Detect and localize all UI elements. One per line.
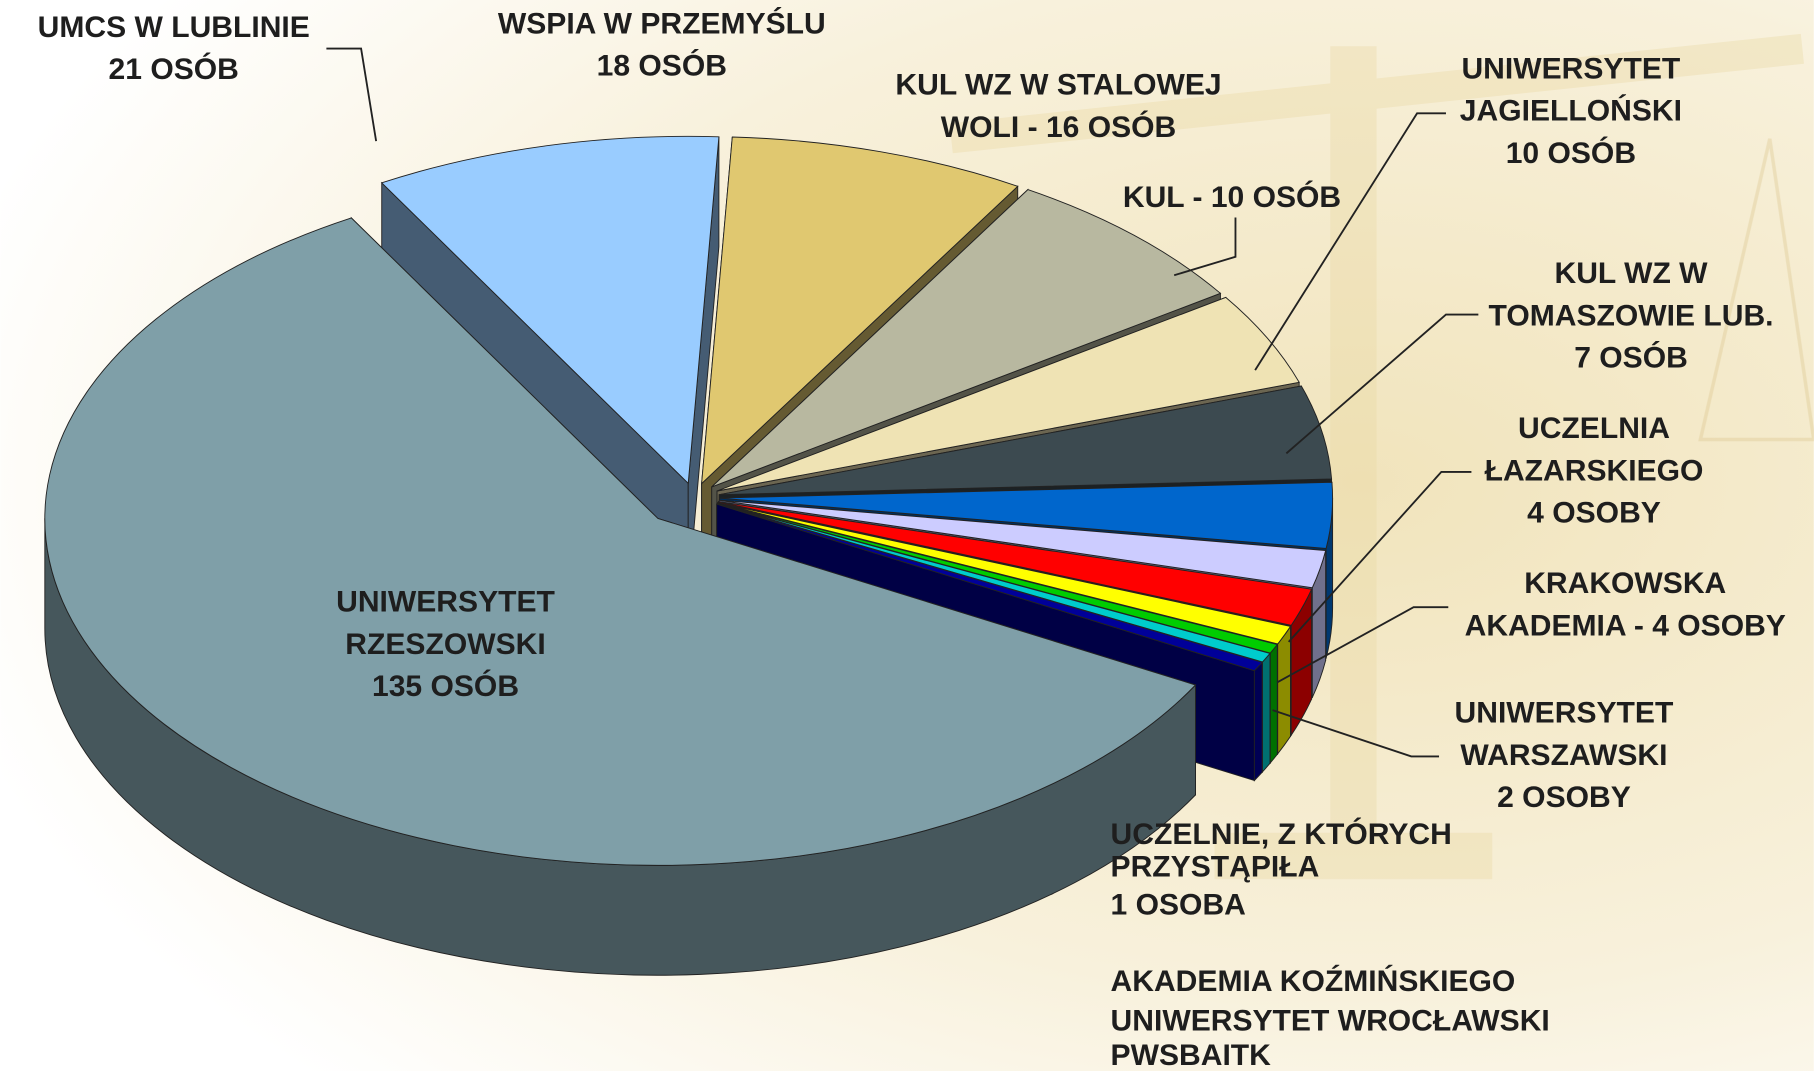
slice-label: 4 OSOBY bbox=[1527, 497, 1661, 530]
slice-label: UNIWERSYTET WROCŁAWSKI bbox=[1111, 1004, 1550, 1037]
slice-label: 135 OSÓB bbox=[372, 669, 519, 703]
leader-line bbox=[326, 47, 378, 142]
slice-label: KRAKOWSKA bbox=[1524, 567, 1726, 600]
slice bbox=[719, 481, 1333, 549]
slice bbox=[44, 216, 1197, 976]
slice-label: WOLI - 16 OSÓB bbox=[941, 110, 1177, 144]
leader-line bbox=[1276, 606, 1449, 684]
slice bbox=[719, 385, 1333, 496]
slice-label: PWSBAITK bbox=[1111, 1039, 1272, 1071]
slice-label: 21 OSÓB bbox=[109, 52, 239, 86]
slice-label: UMCS W LUBLINIE bbox=[38, 11, 310, 44]
slice-label: KUL WZ W bbox=[1554, 257, 1708, 290]
annotation: 1 OSOBA bbox=[1111, 889, 1246, 922]
annotation: UCZELNIE, Z KTÓRYCH bbox=[1111, 817, 1452, 851]
slice-label: KUL WZ W STALOWEJ bbox=[895, 69, 1221, 102]
slice-label: JAGIELLOŃSKI bbox=[1460, 94, 1682, 128]
slice-label: AKADEMIA - 4 OSOBY bbox=[1465, 609, 1786, 642]
leader-line bbox=[1287, 470, 1472, 643]
slice bbox=[718, 501, 1313, 626]
leader-line bbox=[1272, 709, 1440, 758]
slice bbox=[716, 503, 1264, 672]
slice-label: AKADEMIA KOŹMIŃSKIEGO bbox=[1111, 964, 1516, 998]
slice bbox=[711, 189, 1222, 488]
slice-label: ŁAZARSKIEGO bbox=[1485, 454, 1704, 487]
slice-label: UNIWERSYTET bbox=[336, 586, 555, 619]
slice bbox=[701, 136, 1019, 485]
scale-watermark bbox=[949, 33, 1814, 880]
leader-line bbox=[1254, 112, 1446, 371]
slice bbox=[380, 135, 720, 485]
annotation: PRZYSTĄPIŁA bbox=[1111, 851, 1320, 884]
slice-label: TOMASZOWIE LUB. bbox=[1489, 299, 1774, 332]
slice-label: 7 OSÓB bbox=[1574, 341, 1688, 375]
leader-lines bbox=[326, 47, 1479, 758]
slice bbox=[719, 499, 1327, 589]
pie bbox=[44, 135, 1334, 976]
slice-side bbox=[1253, 661, 1263, 782]
leader-line bbox=[1173, 217, 1237, 277]
slice-label: 2 OSOBY bbox=[1497, 781, 1631, 814]
slice-label: 18 OSÓB bbox=[597, 49, 727, 83]
slice-label: 10 OSÓB bbox=[1506, 136, 1636, 170]
slice-label: KUL - 10 OSÓB bbox=[1123, 180, 1341, 214]
slice-label: UNIWERSYTET bbox=[1455, 697, 1674, 730]
slice-label: UNIWERSYTET bbox=[1461, 52, 1680, 85]
slice bbox=[44, 217, 1197, 866]
leader-line bbox=[1285, 313, 1479, 455]
slice-label: RZESZOWSKI bbox=[345, 628, 545, 661]
slice bbox=[716, 296, 1300, 492]
slice-side bbox=[1262, 652, 1271, 774]
slice-label: UCZELNIA bbox=[1518, 412, 1670, 445]
slice-side bbox=[1277, 624, 1291, 756]
slice-side bbox=[1269, 643, 1278, 765]
slice-label: WSPIA W PRZEMYŚLU bbox=[498, 6, 826, 40]
labels: UNIWERSYTET RZESZOWSKI 135 OSÓB UMCS W LUBL… bbox=[38, 6, 1786, 1071]
slice-label: WARSZAWSKI bbox=[1460, 739, 1667, 772]
